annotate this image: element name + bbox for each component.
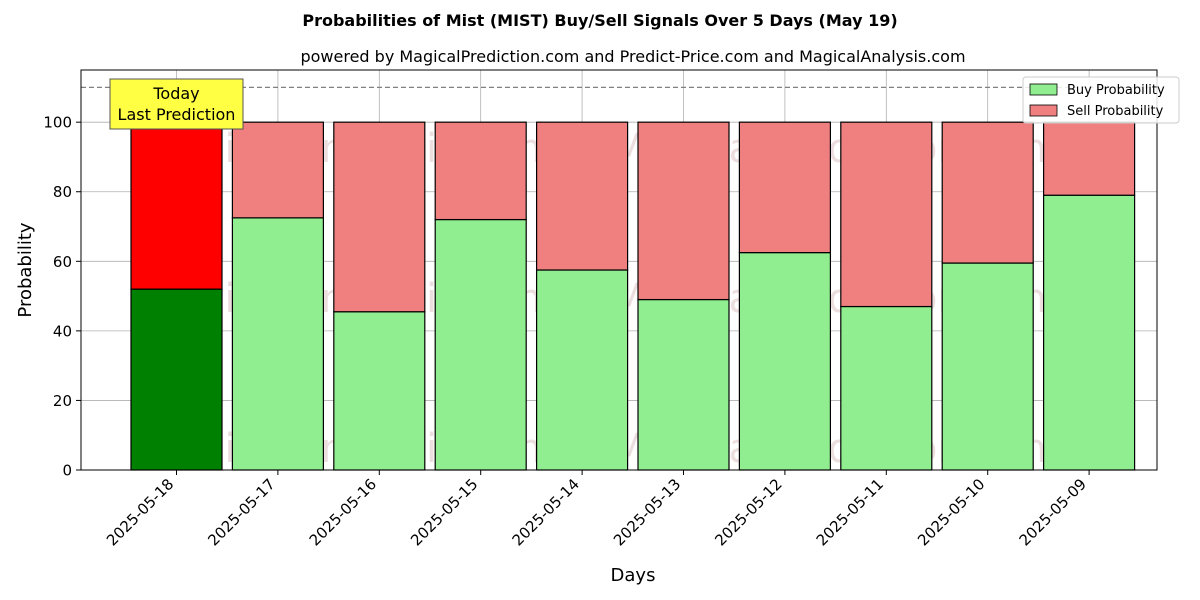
x-tick-label: 2025-05-12 bbox=[711, 475, 785, 549]
plot-frame bbox=[80, 69, 1158, 471]
x-tick-label: 2025-05-16 bbox=[306, 475, 380, 549]
x-tick-label: 2025-05-18 bbox=[103, 475, 177, 549]
annotation-text: Today bbox=[152, 84, 199, 103]
annotation-text: Last Prediction bbox=[118, 105, 236, 124]
bar-buy-2025-05-11 bbox=[840, 305, 933, 471]
legend-box bbox=[1022, 76, 1180, 124]
bar-buy-2025-05-09 bbox=[1042, 194, 1136, 471]
y-tick-label: 20 bbox=[53, 392, 72, 410]
legend-swatch bbox=[1029, 83, 1058, 96]
bar-buy-2025-05-12 bbox=[738, 252, 832, 471]
bar-sell-2025-05-18 bbox=[130, 121, 223, 290]
bar-sell-2025-05-16 bbox=[333, 121, 426, 313]
bar-sell-2025-05-17 bbox=[231, 121, 324, 219]
x-tick-label: 2025-05-09 bbox=[1016, 475, 1090, 549]
x-axis: 2025-05-18 2025-05-17 2025-05-16 2025-05-15… bbox=[103, 470, 1090, 549]
chart-subtitle: powered by MagicalPrediction.com and Pre… bbox=[300, 47, 965, 66]
annotation-box bbox=[109, 78, 244, 130]
y-tick-label: 100 bbox=[43, 114, 72, 132]
legend-label: Sell Probability bbox=[1067, 104, 1164, 119]
legend-label: Buy Probability bbox=[1067, 83, 1165, 98]
x-tick-label: 2025-05-17 bbox=[204, 475, 278, 549]
y-tick-label: 80 bbox=[53, 183, 72, 201]
bar-sell-2025-05-15 bbox=[434, 121, 527, 221]
bar-buy-2025-05-14 bbox=[535, 269, 629, 471]
bar-sell-2025-05-10 bbox=[941, 121, 1034, 264]
chart-title: Probabilities of Mist (MIST) Buy/Sell Si… bbox=[302, 11, 897, 30]
x-tick-label: 2025-05-11 bbox=[813, 475, 887, 549]
x-tick-label: 2025-05-14 bbox=[509, 475, 583, 549]
bar-buy-2025-05-10 bbox=[941, 262, 1034, 471]
x-tick-label: 2025-05-15 bbox=[407, 475, 481, 549]
bar-sell-2025-05-13 bbox=[637, 121, 730, 301]
bar-buy-2025-05-17 bbox=[231, 217, 324, 471]
y-tick-label: 0 bbox=[62, 462, 72, 480]
x-tick-label: 2025-05-10 bbox=[914, 475, 988, 549]
legend-swatch bbox=[1029, 104, 1058, 117]
y-tick-label: 40 bbox=[53, 322, 72, 340]
bar-buy-2025-05-16 bbox=[333, 311, 426, 471]
bar-sell-2025-05-11 bbox=[840, 121, 933, 308]
x-axis-label: Days bbox=[611, 565, 656, 586]
bar-sell-2025-05-14 bbox=[535, 121, 629, 271]
today-annotation: Today Last Prediction bbox=[109, 78, 244, 130]
y-axis: 0 20 40 60 80 100 bbox=[43, 114, 81, 480]
bar-buy-2025-05-15 bbox=[434, 218, 527, 471]
bars bbox=[130, 121, 1136, 471]
legend: Buy Probability Sell Probability bbox=[1022, 76, 1180, 124]
bar-sell-2025-05-12 bbox=[738, 121, 832, 254]
bar-buy-2025-05-18 bbox=[130, 288, 223, 471]
y-tick-label: 60 bbox=[53, 253, 72, 271]
bar-buy-2025-05-13 bbox=[637, 298, 730, 471]
y-axis-label: Probability bbox=[15, 222, 36, 317]
bar-sell-2025-05-09 bbox=[1042, 121, 1136, 196]
x-tick-label: 2025-05-13 bbox=[610, 475, 684, 549]
